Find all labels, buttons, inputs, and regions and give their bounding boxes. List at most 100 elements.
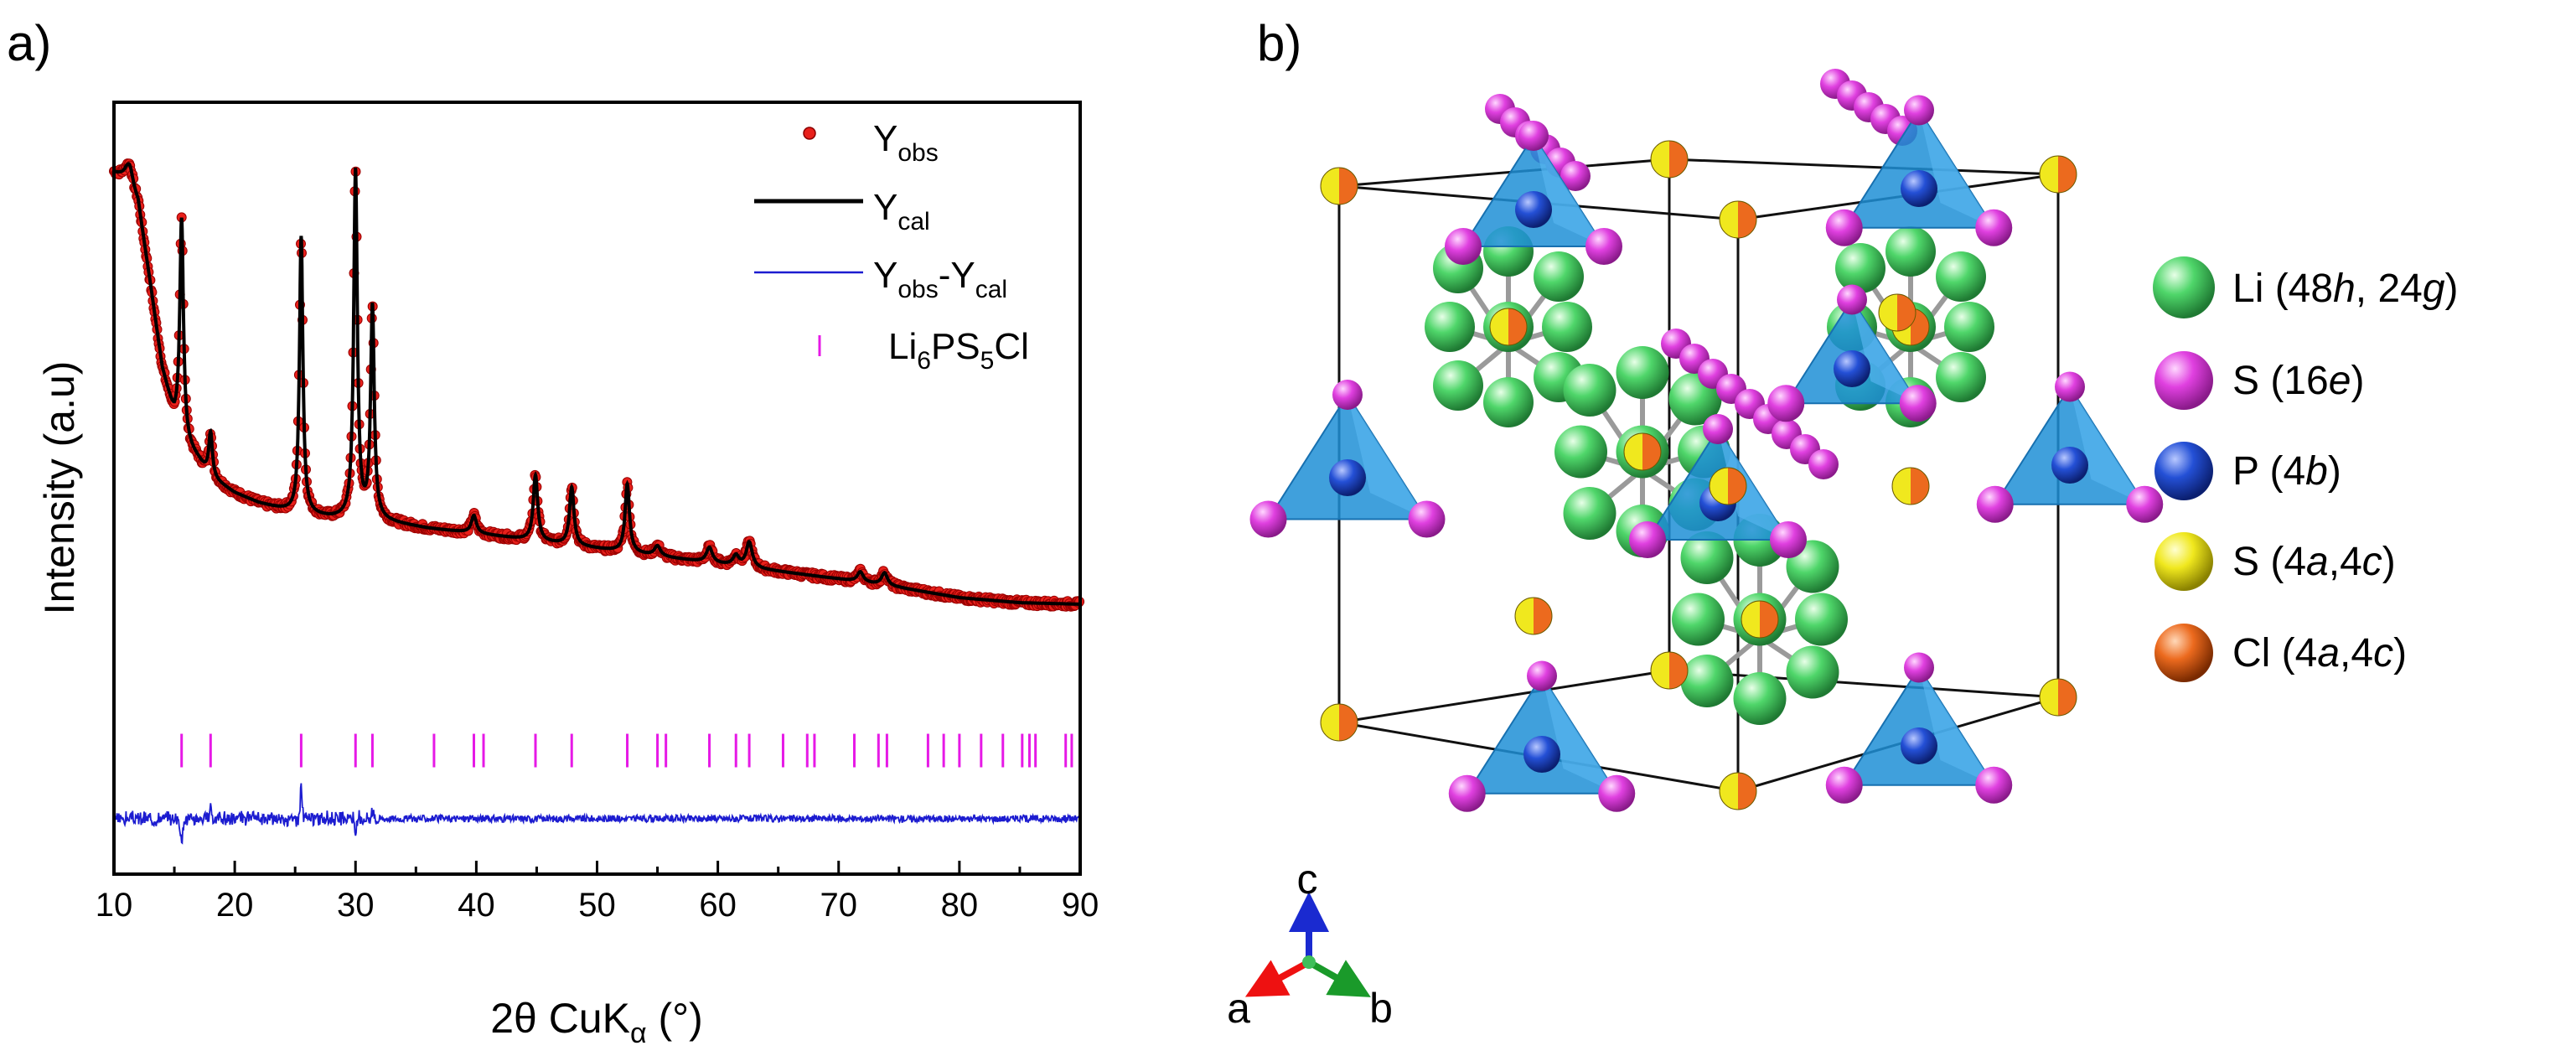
legend-diff-label: Yobs-Ycal	[873, 255, 1007, 303]
s16e-atom	[1900, 385, 1937, 422]
li-atom	[1944, 302, 1994, 352]
triad-b-label: b	[1369, 985, 1393, 1032]
legend-cal-label: Ycal	[873, 187, 930, 236]
s16e-atom	[1332, 380, 1363, 410]
s16e-atom	[1975, 210, 2012, 246]
s16e-atom	[1826, 210, 1863, 246]
s16e-atom	[1250, 501, 1287, 538]
li-atom	[1564, 487, 1616, 540]
s16e-atom	[1904, 96, 1934, 126]
s16e-atom	[1449, 775, 1486, 812]
legend-s4-icon	[2154, 532, 2213, 591]
x-axis-label: 2θ CuKα (°)	[490, 995, 703, 1049]
s16e-atom	[1826, 767, 1863, 804]
panel-b-label: b)	[1257, 15, 1301, 71]
li-atom	[1795, 593, 1848, 646]
xrd-chart: 10 20 30 40 50 60 70 80 90 Intensity (a.u) 2θ Cu…	[36, 102, 1099, 1049]
figure: a) 10 20 30 40 50 60 70 80 90 Intensity (a.u) 2θ…	[0, 0, 2576, 1056]
legend-s16e-icon	[2154, 351, 2213, 410]
s16e-atom	[1770, 521, 1807, 558]
panel-a-label: a)	[7, 15, 51, 71]
s-cl-mixed-atom	[1624, 433, 1661, 470]
plot-frame	[114, 102, 1080, 874]
legend-obs-label: Yobs	[873, 118, 939, 167]
li-atom	[1433, 360, 1483, 411]
s16e-atom	[1904, 653, 1934, 683]
p-atom	[1901, 170, 1937, 207]
triad-origin	[1302, 955, 1316, 969]
y-axis-label: Intensity (a.u)	[36, 361, 83, 615]
s-cl-mixed-atom	[1720, 201, 1756, 238]
triad-a-label: a	[1227, 985, 1250, 1032]
s-cl-mixed-atom	[2040, 156, 2077, 193]
s16e-atom	[2055, 372, 2085, 402]
x-tick-label: 80	[941, 887, 979, 924]
legend-s4a4c-label: S (4a,4c)	[2232, 540, 2396, 584]
li-atom	[1936, 251, 1986, 302]
s16e-atom	[1703, 414, 1733, 444]
s-cl-mixed-atom	[1651, 652, 1688, 689]
s-cl-mixed-atom	[1892, 468, 1929, 505]
legend-cl-icon	[2154, 624, 2213, 682]
s16e-atom	[1837, 285, 1867, 315]
p-atom	[1329, 459, 1366, 496]
axes-triad: c a b	[1227, 856, 1393, 1032]
li-atom	[1885, 226, 1936, 277]
structure-legend-labels: Li (48h, 24g) S (16e) P (4b) S (4a,4c) Cl (4…	[2232, 267, 2459, 676]
li-atom	[1734, 672, 1787, 725]
x-tick-label: 50	[578, 887, 616, 924]
triad-a-axis	[1263, 962, 1309, 987]
x-tick-label: 40	[458, 887, 495, 924]
li-atom	[1681, 655, 1734, 707]
triad-b-axis	[1309, 962, 1353, 987]
unit-cell-edge	[1339, 670, 1669, 722]
p-atom	[1515, 191, 1552, 228]
s-cl-mixed-atom	[1741, 601, 1778, 638]
x-tick-label: 60	[699, 887, 737, 924]
s16e-atom	[1629, 521, 1666, 558]
li-atom	[1542, 302, 1592, 352]
unit-cell-edge	[1669, 159, 2058, 174]
x-tick-label: 70	[820, 887, 858, 924]
s16e-atom	[1975, 767, 2012, 804]
legend-s16e-label: S (16e)	[2232, 359, 2364, 403]
legend-p-icon	[2154, 442, 2213, 500]
bragg-ticks-group	[182, 734, 1072, 768]
difference-curve-group	[114, 784, 1080, 843]
s16e-atom	[1977, 486, 2014, 523]
x-axis-ticks: 10 20 30 40 50 60 70 80 90	[96, 861, 1099, 924]
legend-cl-label: Cl (4a,4c)	[2232, 631, 2407, 676]
s-cl-mixed-atom	[1710, 468, 1746, 505]
x-tick-label: 10	[96, 887, 133, 924]
p-atom	[2051, 447, 2088, 484]
p-atom	[1834, 350, 1870, 387]
li-atom	[1554, 426, 1607, 479]
s16e-atom	[1527, 661, 1557, 691]
crystal-structure	[1250, 69, 2164, 812]
triad-c-label: c	[1297, 856, 1318, 903]
x-tick-label: 30	[337, 887, 375, 924]
s16e-atom	[1767, 385, 1804, 422]
legend-p-label: P (4b)	[2232, 449, 2341, 494]
s16e-atom	[1409, 501, 1446, 538]
s16e-atom	[1808, 449, 1839, 479]
li-atom	[1835, 243, 1885, 293]
structure-legend: Li (48h, 24g) S (16e) P (4b) S (4a,4c) Cl (4…	[2153, 256, 2459, 682]
li-atom	[1483, 377, 1534, 427]
li-atom	[1616, 346, 1669, 399]
li-atom	[1936, 352, 1986, 402]
x-tick-label: 20	[216, 887, 254, 924]
li-atom	[1787, 646, 1839, 699]
s16e-atom	[1445, 228, 1482, 265]
calculated-curve-group	[114, 163, 1080, 604]
s16e-atom	[1598, 775, 1635, 812]
x-tick-label: 90	[1062, 887, 1099, 924]
s-cl-mixed-atom	[2040, 679, 2077, 716]
s-cl-mixed-atom	[1515, 598, 1552, 634]
s16e-atom	[1518, 121, 1549, 151]
s-cl-mixed-atom	[1720, 773, 1756, 810]
legend-li-icon	[2153, 256, 2215, 318]
p-atom	[1523, 736, 1560, 773]
observed-points-group	[110, 159, 1084, 612]
li-atom	[1425, 302, 1475, 352]
